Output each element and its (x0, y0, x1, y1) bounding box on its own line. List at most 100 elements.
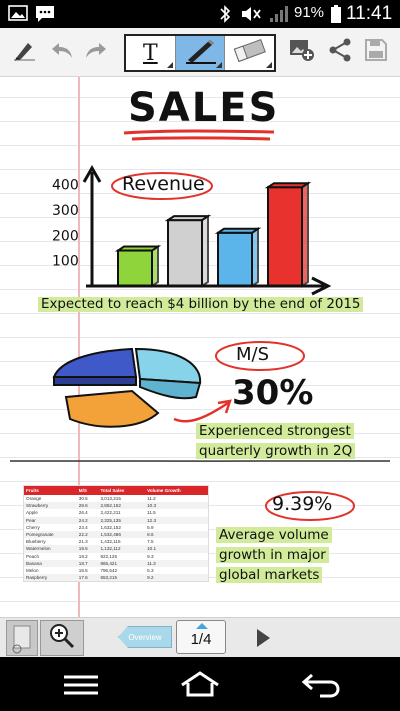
table-cell: 12.3 (145, 516, 208, 524)
ruled-line (0, 97, 400, 98)
prev-page-label: Overview (128, 632, 162, 642)
page-thumbnail-icon (7, 625, 37, 659)
table-cell: Blueberry (26, 539, 46, 545)
text-tool[interactable]: T (126, 36, 176, 70)
pen-mode-button[interactable] (6, 34, 42, 70)
menu-button[interactable] (58, 671, 104, 699)
prev-page-button[interactable]: Overview (118, 626, 172, 648)
table-cell: 23.4 (78, 524, 88, 530)
table-cell: 9.3 (147, 553, 154, 559)
chart-bar (164, 214, 212, 288)
growth-value: 9.39% (272, 493, 333, 515)
growth-line1: Average volume (216, 527, 332, 543)
revenue-label: Revenue (122, 173, 205, 195)
ruled-line (0, 361, 400, 362)
ruled-line (0, 145, 400, 146)
table-cell: 28.6 (76, 502, 99, 510)
table-cell: 11.2 (147, 496, 156, 502)
save-button[interactable] (358, 34, 394, 70)
growth-value-circle (265, 491, 355, 521)
section-divider (9, 459, 391, 463)
home-icon (176, 671, 224, 703)
table-cell: 10.1 (145, 545, 208, 553)
table-cell: 2,325,135 (98, 516, 146, 524)
table-row: Pear 24.2 2,325,135 12.3 (24, 516, 208, 524)
redo-button[interactable] (78, 34, 114, 70)
table-cell: 2,422,211 (100, 510, 121, 516)
eraser-tool[interactable] (225, 36, 274, 70)
table-cell: Peach (26, 553, 40, 559)
table-row: Watermelon 19.5 1,132,112 10.1 (24, 545, 208, 553)
table-cell: 8.6 (145, 530, 208, 539)
revenue-label-circle (111, 172, 213, 200)
back-button[interactable] (296, 669, 344, 699)
table-header-cell: M/S (76, 486, 99, 495)
table-cell: 1,632,152 (100, 524, 121, 530)
table-cell: 796,542 (100, 567, 118, 573)
table-row: Cherry 23.4 1,632,152 5.9 (24, 524, 208, 531)
battery-icon (330, 4, 342, 29)
table-header-cell: Fruits (24, 486, 77, 495)
save-icon (364, 38, 388, 66)
table-cell: Raspberry (24, 574, 77, 582)
table-row: Orange 30.5 3,013,215 11.2 (24, 495, 208, 502)
bluetooth-icon (218, 4, 232, 29)
page-indicator-text: 1/4 (190, 631, 212, 648)
y-tick-label: 200 (52, 228, 79, 244)
page-indicator[interactable]: 1/4 (176, 620, 226, 654)
table-cell: Cherry (26, 524, 40, 530)
table-cell: 9.2 (145, 574, 208, 582)
table-cell: 19.2 (78, 553, 88, 559)
next-page-button[interactable] (252, 626, 274, 650)
table-cell: 5.3 (147, 567, 154, 573)
pie-slice-lightblue (134, 347, 202, 400)
table-cell: 22.2 (76, 530, 99, 539)
add-image-button[interactable] (284, 34, 320, 70)
ruled-line (0, 121, 400, 122)
share-icon (327, 37, 353, 67)
table-cell: 1,532,486 (98, 530, 146, 539)
signal-icon (268, 4, 292, 29)
toolbar: T (0, 28, 400, 77)
revenue-chart: 100 200 300 400 (52, 164, 332, 296)
tool-selector: T (124, 34, 276, 72)
growth-line3: global markets (216, 567, 323, 583)
notebook-margin-line (78, 77, 80, 617)
status-bar: 91% 11:41 (0, 0, 400, 28)
table-cell: 26.4 (78, 510, 88, 516)
table-cell: Pear (24, 516, 77, 524)
table-cell: Banana (24, 559, 77, 567)
undo-button[interactable] (44, 34, 80, 70)
clock: 11:41 (346, 3, 393, 24)
table-row: Banana 18.7 865,421 11.3 (24, 559, 208, 567)
eraser-tool-dropdown-icon (266, 62, 273, 68)
table-cell: 18.5 (78, 567, 88, 573)
redo-icon (83, 39, 109, 65)
table-row: Raspberry 17.6 653,215 9.2 (24, 574, 208, 582)
text-tool-dropdown-icon (166, 62, 173, 68)
ruled-line (0, 481, 400, 482)
y-tick-label: 300 (52, 203, 79, 219)
pen-tool[interactable] (175, 36, 226, 70)
next-page-icon (252, 629, 274, 654)
table-cell: 922,125 (100, 553, 118, 559)
ms-arrow (173, 399, 232, 423)
y-axis-arrow (82, 164, 102, 183)
table-cell: 18.7 (76, 559, 99, 567)
ruled-line (0, 409, 400, 410)
y-tick-label: 400 (52, 178, 79, 194)
table-cell: 17.6 (76, 574, 99, 582)
market-share-pie (52, 347, 202, 428)
text-tool-icon: T (142, 40, 158, 66)
undo-icon (49, 39, 75, 65)
page-thumbnail-button[interactable] (6, 620, 38, 656)
zoom-button[interactable] (40, 620, 84, 656)
home-button[interactable] (176, 669, 224, 699)
ms-caption-line1: Experienced strongest (196, 423, 354, 439)
back-icon (296, 673, 344, 703)
add-image-icon (288, 37, 316, 67)
share-button[interactable] (322, 34, 358, 70)
ms-caption-line2: quarterly growth in 2Q (196, 443, 356, 459)
note-title: SALES (128, 85, 280, 131)
pen-mode-icon (11, 37, 37, 67)
